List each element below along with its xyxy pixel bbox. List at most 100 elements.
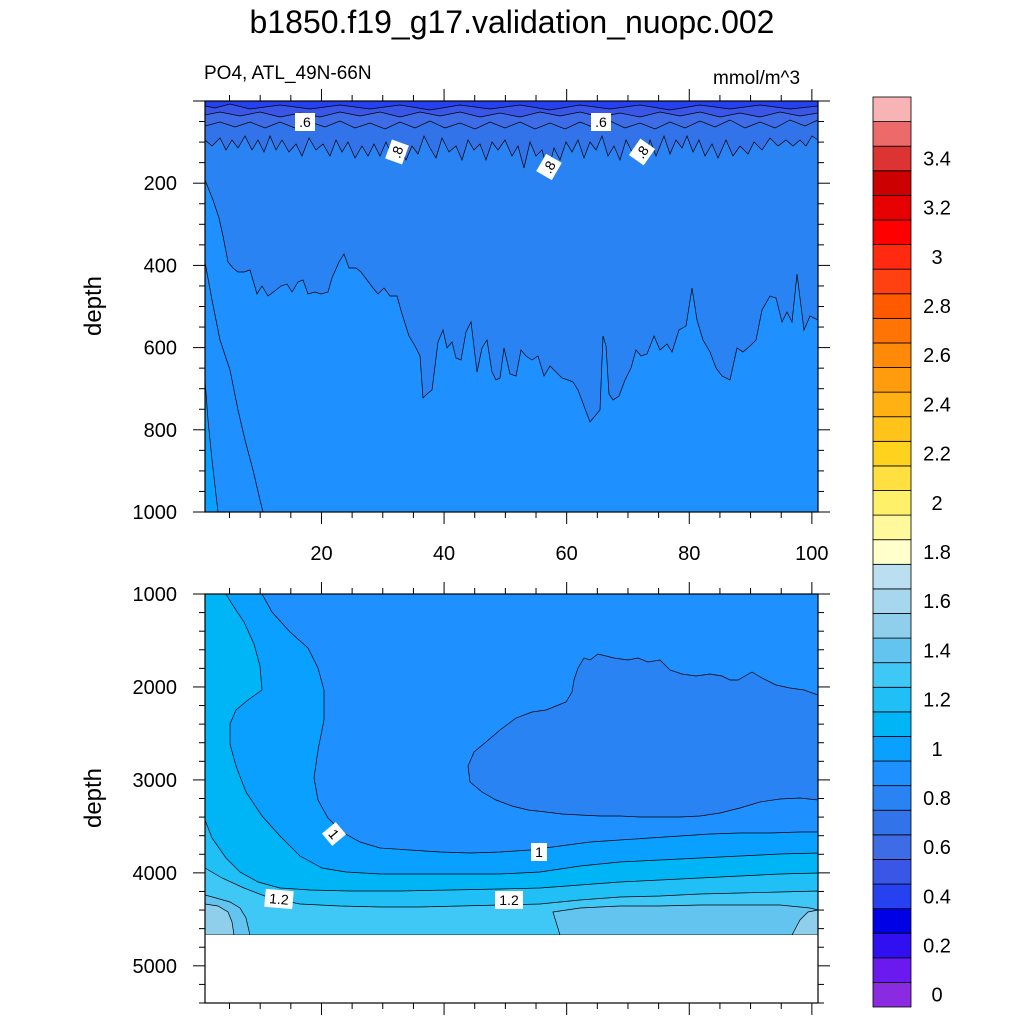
colorbar-swatch	[872, 219, 912, 245]
contour-label-0.6-a: .6	[295, 113, 315, 131]
upper-panel-field	[205, 101, 818, 512]
colorbar-label: 3	[931, 247, 942, 269]
x-tick-label: 40	[433, 543, 455, 565]
colorbar-label: 3.4	[923, 148, 951, 170]
lower-fill-0.8-0.9	[467, 653, 818, 818]
contour-label-1-a: 1	[321, 822, 347, 846]
y-tick-label: 600	[144, 338, 177, 360]
chart-title: b1850.f19_g17.validation_nuopc.002	[249, 4, 775, 40]
lower-fill-1.0-1.1	[205, 594, 818, 936]
colorbar-label: 2.8	[923, 296, 951, 318]
upper-fill-0.8-0.9	[205, 101, 818, 423]
colorbar-swatch	[872, 809, 912, 836]
colorbar-label: 2.6	[923, 345, 951, 367]
y-tick-label: 2000	[133, 677, 178, 699]
colorbar-label: 1.8	[923, 542, 951, 564]
colorbar-swatch	[872, 563, 912, 590]
colorbar-swatch	[872, 440, 912, 467]
colorbar-swatch	[872, 686, 912, 713]
colorbar-swatch	[872, 613, 912, 639]
upper-fill-0.4-0.5	[205, 101, 818, 111]
y-tick-label: 4000	[133, 863, 178, 885]
lower-panel-field	[205, 594, 818, 1003]
colorbar-swatch	[872, 342, 912, 368]
colorbar-label: 0.8	[923, 788, 951, 810]
x-tick-label: 60	[556, 543, 578, 565]
svg-text:.6: .6	[299, 114, 311, 130]
colorbar-swatch	[872, 859, 912, 885]
svg-text:1.2: 1.2	[269, 890, 290, 908]
colorbar-swatch	[872, 662, 912, 688]
lower-axis-ticks: 1000 2000 3000 4000 5000	[133, 582, 830, 1015]
colorbar-swatch	[872, 760, 912, 787]
colorbar-label: 0	[931, 985, 942, 1007]
lower-missing-region	[205, 935, 818, 1003]
colorbar-swatch	[872, 785, 912, 811]
colorbar-swatch	[872, 121, 912, 147]
colorbar-label: 1.4	[923, 640, 951, 662]
colorbar-swatch	[872, 588, 912, 614]
lower-panel: 1 1 1.2 1.2 1000 2000 3000 4000 5000 depth	[80, 582, 830, 1015]
y-tick-label: 3000	[133, 770, 178, 792]
colorbar-swatch	[872, 883, 912, 910]
colorbar-label: 1.6	[923, 591, 951, 613]
colorbar-label: 2.2	[923, 444, 951, 466]
colorbar-swatch	[872, 834, 912, 860]
y-tick-label: 800	[144, 420, 177, 442]
svg-text:.6: .6	[595, 114, 607, 130]
upper-fill-0.9-edge	[205, 261, 264, 512]
upper-fill-1.0-1.1	[205, 379, 219, 512]
y-tick-label: 1000	[133, 584, 178, 606]
contour-label-1.2-b: 1.2	[495, 891, 523, 909]
colorbar-swatch	[872, 416, 912, 442]
svg-text:1: 1	[535, 844, 543, 860]
colorbar-label: 1.2	[923, 690, 951, 712]
colorbar-swatch	[872, 194, 912, 221]
colorbar-label: 3.2	[923, 198, 951, 220]
contour-label-0.8-c: .8	[628, 138, 656, 166]
svg-text:1.2: 1.2	[499, 892, 519, 908]
lower-y-axis-title: depth	[80, 768, 107, 828]
colorbar-label: 2	[931, 493, 942, 515]
colorbar-swatch	[872, 268, 912, 295]
colorbar-swatch	[872, 957, 912, 983]
colorbar-swatch	[872, 514, 912, 541]
upper-axis-ticks: 200 400 600 800 1000 20 40 60 80 100	[133, 89, 830, 565]
contour-label-0.8-b: .8	[536, 153, 562, 181]
y-tick-label: 400	[144, 255, 177, 277]
contour-label-1-b: 1	[531, 843, 547, 861]
colorbar-label: 0.6	[923, 837, 951, 859]
y-tick-label: 200	[144, 173, 177, 195]
colorbar-swatch	[872, 539, 912, 565]
x-tick-label: 20	[310, 543, 332, 565]
upper-y-axis-title: depth	[80, 276, 107, 336]
chart-subtitle-units: mmol/m^3	[713, 68, 801, 89]
colorbar-label: 0.2	[923, 936, 951, 958]
colorbar-swatch	[872, 244, 912, 270]
colorbar-swatch	[872, 711, 912, 737]
colorbar-swatch	[872, 932, 912, 959]
colorbar-label: 1	[931, 739, 942, 761]
colorbar-label: 2.4	[923, 394, 951, 416]
colorbar-label: 0.4	[923, 886, 951, 908]
colorbar-swatch	[872, 908, 912, 934]
svg-text:.8: .8	[387, 144, 406, 161]
upper-panel: .6 .6 .8 .8 .8 200 400 600 800 1000 20 40 60 80 1…	[80, 89, 830, 565]
colorbar-swatch	[872, 367, 912, 393]
colorbar-swatch	[872, 96, 912, 122]
contour-label-0.6-b: .6	[591, 113, 611, 131]
y-tick-label: 5000	[133, 956, 178, 978]
x-tick-label: 100	[795, 543, 828, 565]
colorbar-swatch	[872, 982, 912, 1008]
contour-label-1.2-a: 1.2	[264, 888, 294, 910]
colorbar-swatch	[872, 317, 912, 344]
chart-subtitle-variable: PO4, ATL_49N-66N	[204, 63, 372, 84]
y-tick-label: 1000	[133, 502, 178, 524]
colorbar-swatch	[872, 465, 912, 491]
colorbar-swatch	[872, 391, 912, 418]
colorbar-swatch	[872, 490, 912, 516]
colorbar-swatch	[872, 736, 912, 762]
lower-contour-labels: 1 1 1.2 1.2	[264, 822, 547, 910]
upper-contour-labels: .6 .6 .8 .8 .8	[295, 113, 656, 181]
